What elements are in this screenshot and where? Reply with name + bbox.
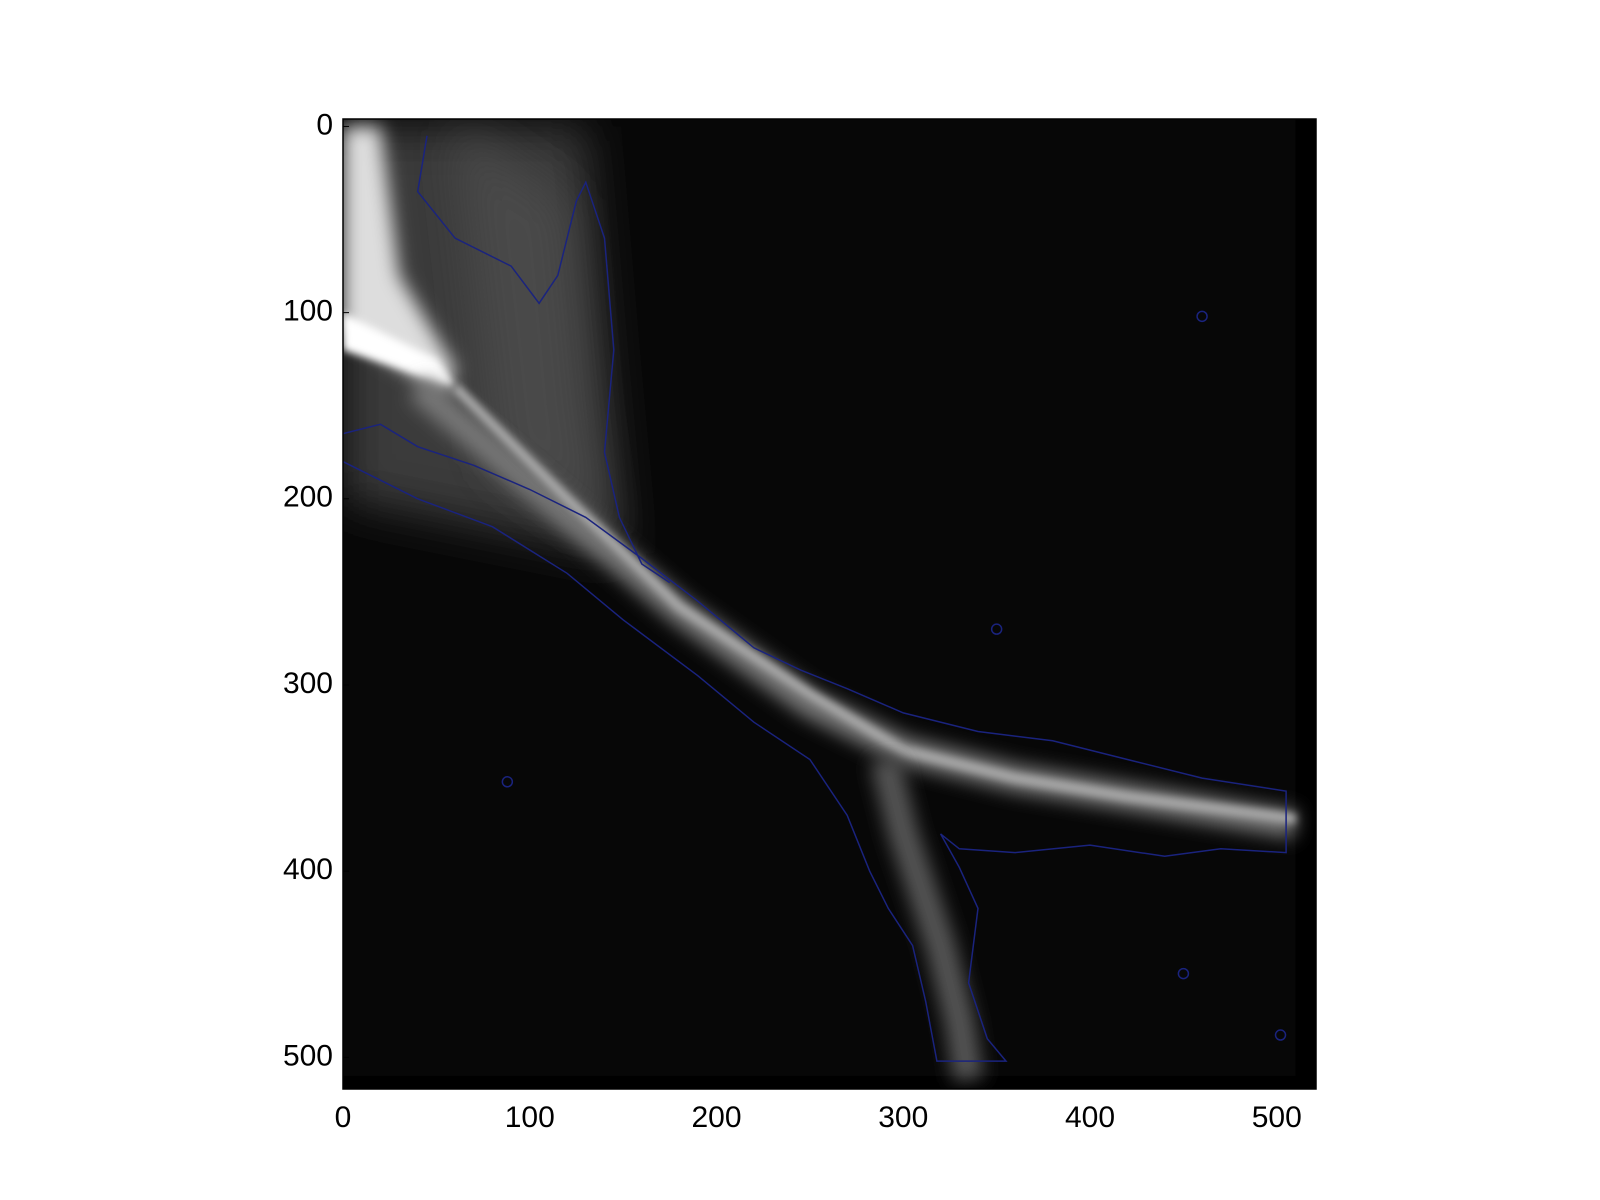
x-tick-label: 200	[691, 1101, 741, 1134]
y-tick-label: 300	[283, 667, 333, 700]
contour	[1274, 1029, 1287, 1041]
x-tick-label: 500	[1252, 1101, 1302, 1134]
contour	[1177, 967, 1190, 980]
y-tick-label: 200	[283, 481, 333, 514]
y-tick-label: 400	[283, 853, 333, 886]
x-tick-label: 400	[1065, 1101, 1115, 1134]
bright-blob	[343, 312, 456, 388]
plot-frame	[342, 118, 1317, 1090]
contour	[343, 423, 1287, 1062]
contour	[990, 623, 1003, 635]
y-tick-label: 500	[283, 1039, 333, 1072]
branch	[870, 755, 984, 1083]
image	[343, 119, 1316, 1089]
x-tick-label: 0	[335, 1101, 352, 1134]
y-tick-label: 100	[283, 295, 333, 328]
x-tick-label: 300	[878, 1101, 928, 1134]
contour	[501, 776, 514, 788]
x-tick-label: 100	[505, 1101, 555, 1134]
contour	[1196, 310, 1208, 323]
contour	[416, 135, 671, 584]
y-tick-label: 0	[316, 108, 333, 141]
